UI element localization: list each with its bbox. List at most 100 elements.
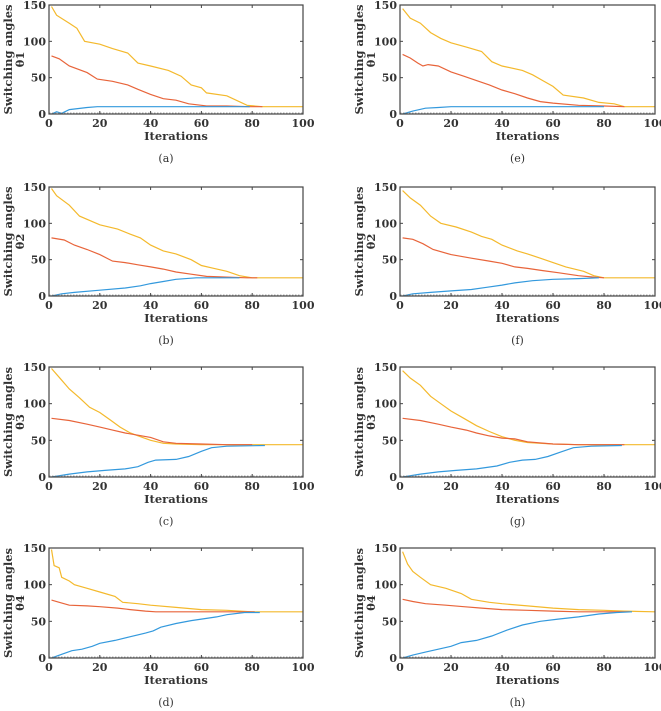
x-tick-label: 40 <box>494 117 510 130</box>
y-tick-label: 0 <box>38 471 46 484</box>
series-line-upper <box>51 188 303 279</box>
y-tick-label: 50 <box>31 72 47 85</box>
series-line-middle <box>402 53 625 108</box>
x-tick-label: 60 <box>194 299 210 312</box>
y-tick-label: 100 <box>374 217 397 230</box>
y-axis-label-symbol: θ3 <box>364 414 378 430</box>
series-line-lower <box>51 106 250 115</box>
x-tick-label: 20 <box>443 661 459 674</box>
y-axis-label: Switching angles <box>352 186 366 296</box>
series-line-middle <box>402 598 630 613</box>
y-tick-label: 50 <box>382 254 398 267</box>
subplot-e: 0 20 40 60 80 100 0 50 100 150 Iterations Switching… <box>352 0 661 165</box>
y-tick-label: 100 <box>23 398 46 411</box>
x-tick-label: 100 <box>644 117 661 130</box>
subplot-c: 0 20 40 60 80 100 0 50 100 150 Iterations Switching… <box>1 361 315 528</box>
x-tick-label: 100 <box>292 480 315 493</box>
y-tick-label: 0 <box>389 471 397 484</box>
y-tick-label: 100 <box>374 35 397 48</box>
series-line-upper <box>51 368 303 446</box>
x-tick-label: 40 <box>143 299 159 312</box>
x-tick-label: 0 <box>45 299 53 312</box>
axes-box <box>48 4 304 115</box>
axes-box <box>399 366 656 478</box>
y-axis-label: Switching angles <box>1 4 15 114</box>
y-tick-label: 150 <box>23 181 46 194</box>
x-tick-label: 100 <box>292 661 315 674</box>
x-tick-label: 100 <box>644 661 661 674</box>
y-tick-label: 50 <box>382 434 398 447</box>
series-line-upper <box>402 190 655 279</box>
subplot-caption: (e) <box>510 152 525 165</box>
y-tick-label: 150 <box>23 361 46 374</box>
subplot-caption: (h) <box>510 696 526 709</box>
x-axis-label: Iterations <box>144 492 208 506</box>
y-tick-label: 150 <box>374 542 397 555</box>
series-line-upper <box>402 8 655 108</box>
series-line-upper <box>402 551 656 613</box>
series-line-middle <box>51 55 263 108</box>
x-tick-label: 20 <box>92 480 108 493</box>
x-tick-label: 20 <box>92 117 108 130</box>
x-tick-label: 0 <box>45 117 53 130</box>
x-tick-label: 0 <box>45 480 53 493</box>
series-line-lower <box>51 444 265 478</box>
y-tick-label: 150 <box>374 361 397 374</box>
series-line-lower <box>402 444 622 478</box>
x-tick-label: 60 <box>545 117 561 130</box>
subplot-caption: (a) <box>158 152 173 165</box>
subplot-caption: (b) <box>158 334 174 347</box>
series-line-lower <box>402 611 633 659</box>
y-tick-label: 50 <box>382 72 398 85</box>
x-tick-label: 60 <box>545 480 561 493</box>
y-tick-label: 0 <box>389 652 397 665</box>
x-tick-label: 20 <box>443 117 459 130</box>
y-tick-label: 0 <box>389 108 397 121</box>
series-line-middle <box>51 599 255 613</box>
x-tick-label: 80 <box>245 299 261 312</box>
x-tick-label: 40 <box>143 661 159 674</box>
y-axis-label-symbol: θ2 <box>13 234 27 250</box>
x-tick-label: 100 <box>644 299 661 312</box>
x-tick-label: 20 <box>92 661 108 674</box>
y-axis-label: Switching angles <box>352 548 366 658</box>
y-tick-label: 150 <box>23 0 46 12</box>
x-axis-label: Iterations <box>496 129 560 143</box>
y-tick-label: 0 <box>389 290 397 303</box>
y-axis-label: Switching angles <box>1 367 15 477</box>
subplot-caption: (f) <box>511 334 524 347</box>
subplot-f: 0 20 40 60 80 100 0 50 100 150 Iterations Switching… <box>352 181 661 347</box>
x-tick-label: 40 <box>494 480 510 493</box>
x-tick-label: 0 <box>396 661 404 674</box>
y-axis-label-symbol: θ4 <box>364 595 378 611</box>
x-axis-label: Iterations <box>496 492 560 506</box>
x-axis-label: Iterations <box>496 673 560 687</box>
x-axis-label: Iterations <box>144 673 208 687</box>
axes-box <box>48 547 304 659</box>
x-axis-label: Iterations <box>144 129 208 143</box>
y-tick-label: 50 <box>31 615 47 628</box>
y-tick-label: 0 <box>38 108 46 121</box>
x-tick-label: 60 <box>545 661 561 674</box>
series-line-upper <box>50 6 303 108</box>
axes-box <box>399 547 656 659</box>
y-tick-label: 50 <box>31 254 47 267</box>
y-tick-label: 0 <box>38 290 46 303</box>
series-line-lower <box>51 611 260 659</box>
y-tick-label: 100 <box>23 579 46 592</box>
x-tick-label: 80 <box>245 661 261 674</box>
y-tick-label: 100 <box>23 35 46 48</box>
x-tick-label: 80 <box>596 299 612 312</box>
x-tick-label: 100 <box>292 299 315 312</box>
subplot-b: 0 20 40 60 80 100 0 50 100 150 Iterations Switching… <box>1 181 315 347</box>
x-tick-label: 20 <box>443 299 459 312</box>
x-tick-label: 40 <box>494 299 510 312</box>
y-tick-label: 150 <box>23 542 46 555</box>
x-tick-label: 100 <box>292 117 315 130</box>
y-axis-label: Switching angles <box>352 4 366 114</box>
subplot-d: 0 20 40 60 80 100 0 50 100 150 Iterations Switching… <box>1 542 315 709</box>
y-axis-label: Switching angles <box>1 186 15 296</box>
x-tick-label: 40 <box>143 117 159 130</box>
x-tick-label: 0 <box>396 480 404 493</box>
